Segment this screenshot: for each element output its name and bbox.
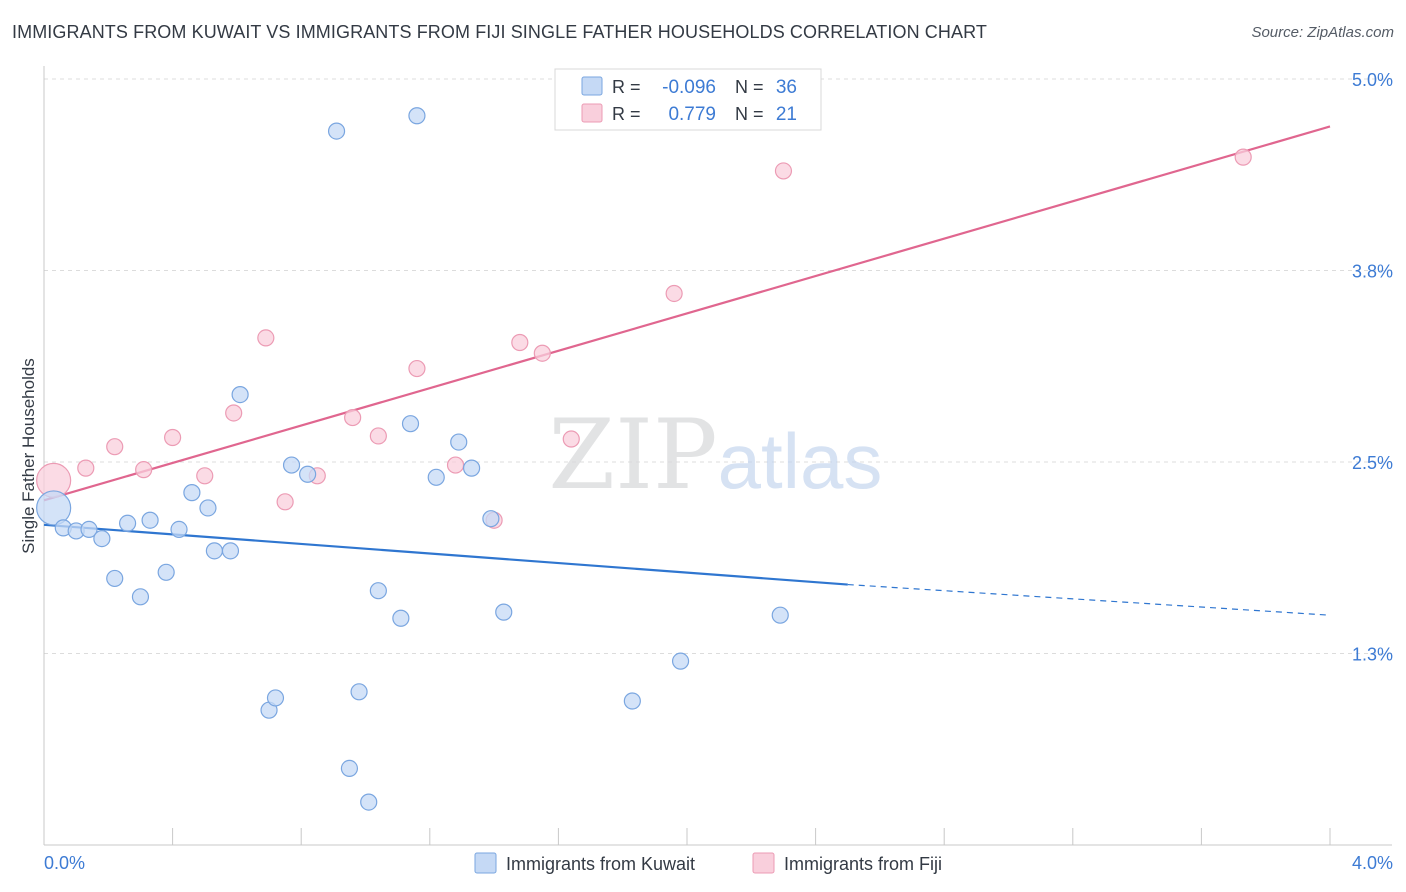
watermark-zip: ZIP xyxy=(548,399,717,511)
legend-kuwait-label: Immigrants from Kuwait xyxy=(506,854,695,874)
fiji-point xyxy=(225,404,243,422)
fiji-point xyxy=(774,162,793,180)
kuwait-point xyxy=(199,499,217,517)
kuwait-point xyxy=(299,465,317,483)
axes xyxy=(43,66,1392,846)
kuwait-point xyxy=(266,689,285,707)
chart-title: IMMIGRANTS FROM KUWAIT VS IMMIGRANTS FRO… xyxy=(12,22,987,42)
kuwait-point xyxy=(205,542,223,560)
kuwait-point xyxy=(157,563,175,581)
x-tick-labels: 0.0% 4.0% xyxy=(44,853,1393,873)
y-tick-label: 3.8% xyxy=(1352,262,1393,282)
y-tick-label: 2.5% xyxy=(1352,453,1393,473)
fiji-point xyxy=(276,493,294,511)
kuwait-point xyxy=(482,510,500,528)
x-tick-label-max: 4.0% xyxy=(1352,853,1393,873)
fiji-point xyxy=(77,459,95,477)
kuwait-point xyxy=(106,569,124,588)
kuwait-point xyxy=(771,606,789,624)
kuwait-point xyxy=(450,433,468,451)
fiji-trend-line xyxy=(43,125,1331,502)
trend-lines xyxy=(43,125,1331,616)
fiji-point xyxy=(257,329,275,347)
kuwait-point xyxy=(80,520,98,539)
fiji-point xyxy=(665,284,683,303)
kuwait-n-label: N = xyxy=(735,77,764,97)
x-tick-label-min: 0.0% xyxy=(44,853,85,873)
kuwait-point xyxy=(671,652,690,670)
kuwait-point xyxy=(495,603,513,621)
fiji-point xyxy=(511,333,529,352)
fiji-point xyxy=(196,467,214,485)
kuwait-point xyxy=(282,456,301,474)
series-legend: Immigrants from Kuwait Immigrants from F… xyxy=(474,852,942,874)
fiji-point xyxy=(106,438,124,456)
fiji-point xyxy=(446,456,465,474)
kuwait-point xyxy=(401,415,420,433)
watermark: ZIP atlas xyxy=(548,399,882,511)
fiji-point xyxy=(164,428,182,447)
kuwait-trend-extension xyxy=(847,583,1331,616)
legend-kuwait-swatch xyxy=(474,852,497,874)
kuwait-point xyxy=(369,582,387,600)
kuwait-point xyxy=(231,385,249,404)
fiji-r-value: 0.779 xyxy=(668,104,716,125)
y-tick-label: 1.3% xyxy=(1352,645,1393,665)
kuwait-point xyxy=(141,511,159,529)
legend-fiji-label: Immigrants from Fiji xyxy=(784,854,942,874)
kuwait-point xyxy=(36,490,72,526)
data-points xyxy=(36,107,1252,811)
kuwait-r-value: -0.096 xyxy=(662,77,716,98)
legend-fiji-swatch xyxy=(752,852,775,874)
kuwait-point xyxy=(623,692,641,710)
kuwait-point xyxy=(350,683,368,701)
fiji-n-label: N = xyxy=(735,104,764,124)
fiji-point xyxy=(562,430,580,448)
kuwait-legend-swatch xyxy=(581,76,603,96)
fiji-r-label: R = xyxy=(612,104,641,124)
kuwait-point xyxy=(221,542,240,560)
fiji-point xyxy=(533,344,551,362)
kuwait-point xyxy=(392,609,410,627)
kuwait-point xyxy=(360,793,378,811)
fiji-point xyxy=(1234,148,1252,166)
fiji-point xyxy=(408,359,426,378)
source-label: Source: ZipAtlas.com xyxy=(1251,24,1394,41)
kuwait-point xyxy=(427,468,445,486)
fiji-point xyxy=(135,461,153,479)
kuwait-point xyxy=(93,529,111,548)
fiji-point xyxy=(369,427,387,445)
y-tick-labels: 1.3% 2.5% 3.8% 5.0% xyxy=(1352,70,1393,665)
correlation-legend: R = -0.096 N = 36 R = 0.779 N = 21 xyxy=(554,68,822,131)
kuwait-point xyxy=(118,514,137,532)
fiji-legend-swatch xyxy=(581,103,603,123)
fiji-point xyxy=(344,408,362,427)
kuwait-r-label: R = xyxy=(612,77,641,97)
kuwait-point xyxy=(408,107,426,125)
kuwait-point xyxy=(131,588,150,606)
kuwait-point xyxy=(327,122,346,140)
kuwait-point xyxy=(462,459,481,477)
kuwait-point xyxy=(183,484,201,502)
fiji-n-value: 21 xyxy=(776,104,797,125)
y-tick-label: 5.0% xyxy=(1352,70,1393,90)
kuwait-n-value: 36 xyxy=(776,77,797,98)
kuwait-point xyxy=(340,759,359,778)
gridlines xyxy=(44,78,1392,654)
y-axis-label: Single Father Households xyxy=(19,358,38,554)
kuwait-point xyxy=(170,520,188,539)
watermark-atlas: atlas xyxy=(718,417,883,505)
